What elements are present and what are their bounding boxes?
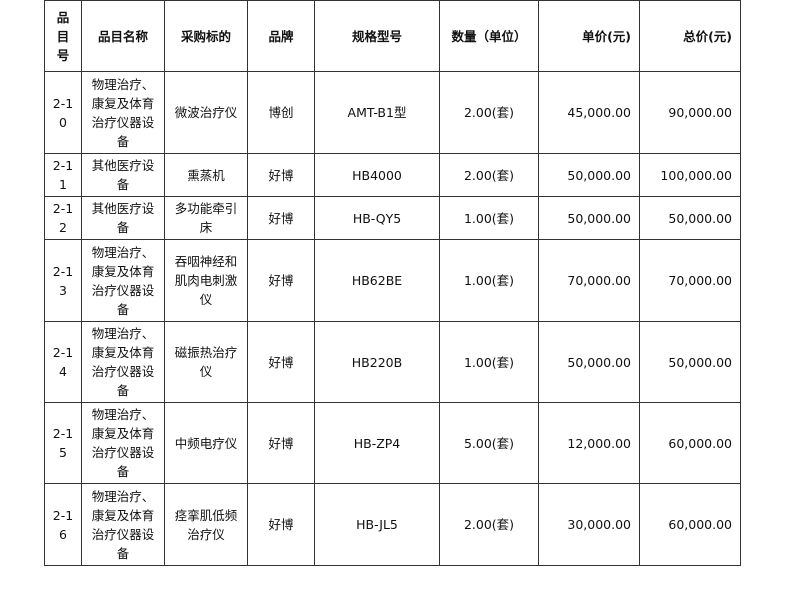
total-cell: 60,000.00 bbox=[639, 402, 741, 484]
category-cell: 物理治疗、康复及体育治疗仪器设备 bbox=[81, 402, 165, 484]
brand-cell: 好博 bbox=[247, 239, 315, 322]
table-row: 2-12 其他医疗设备 多功能牵引床 好博 HB-QY5 1.00(套) 50,000.00… bbox=[44, 196, 741, 240]
item-no-cell: 2-16 bbox=[44, 483, 82, 566]
model-cell: HB-QY5 bbox=[314, 196, 440, 240]
item-no-cell: 2-10 bbox=[44, 71, 82, 154]
header-unit-price: 单价(元) bbox=[538, 0, 640, 72]
model-cell: HB62BE bbox=[314, 239, 440, 322]
item-cell: 熏蒸机 bbox=[164, 153, 248, 197]
quantity-cell: 5.00(套) bbox=[439, 402, 539, 484]
total-cell: 50,000.00 bbox=[639, 196, 741, 240]
quantity-cell: 2.00(套) bbox=[439, 71, 539, 154]
header-brand: 品牌 bbox=[247, 0, 315, 72]
quantity-cell: 2.00(套) bbox=[439, 153, 539, 197]
category-cell: 物理治疗、康复及体育治疗仪器设备 bbox=[81, 483, 165, 566]
table-row: 2-10 物理治疗、康复及体育治疗仪器设备 微波治疗仪 博创 AMT-B1型 2.00(套… bbox=[44, 71, 741, 154]
table-row: 2-15 物理治疗、康复及体育治疗仪器设备 中频电疗仪 好博 HB-ZP4 5.00(套)… bbox=[44, 402, 741, 484]
brand-cell: 好博 bbox=[247, 321, 315, 403]
unit-price-cell: 50,000.00 bbox=[538, 321, 640, 403]
item-cell: 多功能牵引床 bbox=[164, 196, 248, 240]
header-model: 规格型号 bbox=[314, 0, 440, 72]
table-row: 2-11 其他医疗设备 熏蒸机 好博 HB4000 2.00(套) 50,000.00 100… bbox=[44, 153, 741, 197]
table-row: 2-13 物理治疗、康复及体育治疗仪器设备 吞咽神经和肌肉电刺激仪 好博 HB62BE 1… bbox=[44, 239, 741, 322]
item-no-text: 2-10 bbox=[52, 95, 74, 130]
item-cell: 吞咽神经和肌肉电刺激仪 bbox=[164, 239, 248, 322]
table-row: 2-14 物理治疗、康复及体育治疗仪器设备 磁振热治疗仪 好博 HB220B 1.00(套… bbox=[44, 321, 741, 403]
total-cell: 50,000.00 bbox=[639, 321, 741, 403]
category-cell: 物理治疗、康复及体育治疗仪器设备 bbox=[81, 239, 165, 322]
item-cell: 微波治疗仪 bbox=[164, 71, 248, 154]
item-no-text: 2-16 bbox=[52, 507, 74, 542]
header-category: 品目名称 bbox=[81, 0, 165, 72]
header-quantity: 数量（单位） bbox=[439, 0, 539, 72]
item-cell: 痉挛肌低频治疗仪 bbox=[164, 483, 248, 566]
header-item: 采购标的 bbox=[164, 0, 248, 72]
category-cell: 其他医疗设备 bbox=[81, 196, 165, 240]
procurement-table: 品目号 品目名称 采购标的 品牌 规格型号 数量（单位） 单价(元) 总价(元)… bbox=[44, 0, 741, 566]
item-cell: 磁振热治疗仪 bbox=[164, 321, 248, 403]
unit-price-cell: 45,000.00 bbox=[538, 71, 640, 154]
unit-price-cell: 50,000.00 bbox=[538, 196, 640, 240]
item-no-text: 2-11 bbox=[52, 158, 74, 192]
total-cell: 70,000.00 bbox=[639, 239, 741, 322]
brand-cell: 好博 bbox=[247, 483, 315, 566]
model-cell: HB220B bbox=[314, 321, 440, 403]
item-cell: 中频电疗仪 bbox=[164, 402, 248, 484]
unit-price-cell: 12,000.00 bbox=[538, 402, 640, 484]
category-cell: 物理治疗、康复及体育治疗仪器设备 bbox=[81, 321, 165, 403]
brand-cell: 好博 bbox=[247, 153, 315, 197]
header-total: 总价(元) bbox=[639, 0, 741, 72]
brand-cell: 好博 bbox=[247, 196, 315, 240]
model-cell: AMT-B1型 bbox=[314, 71, 440, 154]
header-item-no-text: 品目号 bbox=[56, 9, 70, 63]
item-no-cell: 2-11 bbox=[44, 153, 82, 197]
category-cell: 物理治疗、康复及体育治疗仪器设备 bbox=[81, 71, 165, 154]
unit-price-cell: 70,000.00 bbox=[538, 239, 640, 322]
item-no-cell: 2-13 bbox=[44, 239, 82, 322]
item-no-cell: 2-15 bbox=[44, 402, 82, 484]
total-cell: 90,000.00 bbox=[639, 71, 741, 154]
item-no-text: 2-14 bbox=[52, 345, 74, 379]
total-cell: 100,000.00 bbox=[639, 153, 741, 197]
model-cell: HB-JL5 bbox=[314, 483, 440, 566]
table-row: 2-16 物理治疗、康复及体育治疗仪器设备 痉挛肌低频治疗仪 好博 HB-JL5 2.00… bbox=[44, 483, 741, 566]
unit-price-cell: 30,000.00 bbox=[538, 483, 640, 566]
item-no-text: 2-15 bbox=[52, 426, 74, 460]
quantity-cell: 2.00(套) bbox=[439, 483, 539, 566]
quantity-cell: 1.00(套) bbox=[439, 196, 539, 240]
quantity-cell: 1.00(套) bbox=[439, 239, 539, 322]
item-no-text: 2-12 bbox=[52, 201, 74, 235]
brand-cell: 好博 bbox=[247, 402, 315, 484]
item-no-cell: 2-12 bbox=[44, 196, 82, 240]
quantity-cell: 1.00(套) bbox=[439, 321, 539, 403]
item-no-cell: 2-14 bbox=[44, 321, 82, 403]
header-item-no: 品目号 bbox=[44, 0, 82, 72]
unit-price-cell: 50,000.00 bbox=[538, 153, 640, 197]
model-cell: HB4000 bbox=[314, 153, 440, 197]
brand-cell: 博创 bbox=[247, 71, 315, 154]
total-cell: 60,000.00 bbox=[639, 483, 741, 566]
model-cell: HB-ZP4 bbox=[314, 402, 440, 484]
item-no-text: 2-13 bbox=[52, 263, 74, 298]
header-row: 品目号 品目名称 采购标的 品牌 规格型号 数量（单位） 单价(元) 总价(元) bbox=[44, 0, 741, 72]
category-cell: 其他医疗设备 bbox=[81, 153, 165, 197]
